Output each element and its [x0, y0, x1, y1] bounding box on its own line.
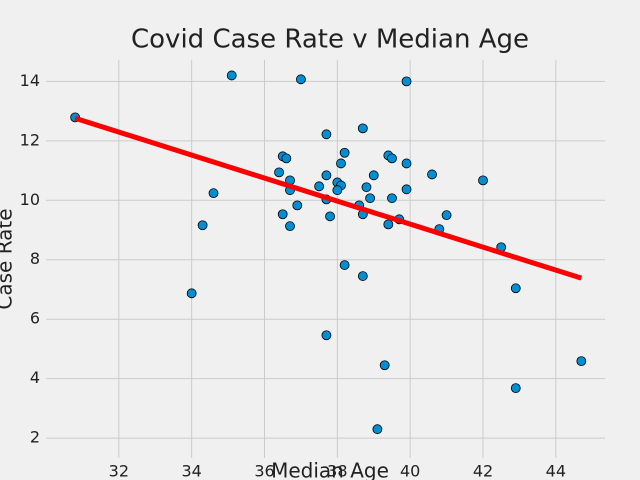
- point: [357, 271, 368, 281]
- point: [372, 424, 383, 435]
- y-tick-label: 6: [30, 309, 40, 328]
- point: [321, 129, 332, 140]
- point: [478, 175, 488, 186]
- point: [379, 360, 390, 371]
- point: [401, 158, 412, 169]
- point: [576, 356, 587, 367]
- y-axis-label: Case Rate: [0, 208, 17, 309]
- x-tick-label: 32: [109, 462, 129, 480]
- point: [281, 153, 292, 164]
- x-tick-label: 34: [181, 462, 201, 480]
- point: [325, 211, 335, 222]
- x-tick-label: 44: [546, 462, 566, 480]
- x-tick-label: 40: [400, 462, 420, 480]
- point: [274, 167, 284, 178]
- point: [510, 283, 521, 294]
- point: [285, 221, 295, 232]
- point: [510, 383, 521, 394]
- x-tick-label: 42: [473, 462, 493, 480]
- point: [401, 184, 412, 195]
- point: [314, 181, 325, 192]
- point: [332, 185, 343, 196]
- x-tick-label: 38: [327, 462, 347, 480]
- point: [383, 219, 394, 230]
- y-tick-label: 2: [30, 428, 40, 447]
- point: [321, 170, 332, 181]
- y-tick-label: 4: [30, 368, 40, 387]
- point: [368, 170, 379, 181]
- x-axis-label: Median Age: [271, 459, 389, 480]
- y-tick-label: 10: [20, 190, 40, 209]
- point: [401, 76, 412, 87]
- point: [321, 330, 332, 341]
- point: [339, 260, 350, 270]
- point: [427, 169, 437, 180]
- point: [336, 158, 346, 169]
- point: [361, 182, 372, 193]
- point: [292, 200, 303, 211]
- point: [186, 288, 197, 299]
- point: [441, 210, 452, 221]
- y-tick-label: 8: [30, 249, 40, 268]
- point: [197, 220, 208, 231]
- y-tick-label: 12: [20, 130, 40, 149]
- trend-line: [74, 115, 583, 281]
- point: [357, 123, 368, 134]
- chart-title: Covid Case Rate v Median Age: [131, 25, 529, 55]
- point: [208, 188, 219, 199]
- point: [387, 153, 397, 164]
- y-tick-label: 14: [20, 71, 40, 90]
- x-tick-label: 36: [254, 462, 274, 480]
- point: [226, 70, 237, 81]
- point: [339, 147, 350, 158]
- point: [365, 193, 376, 204]
- point: [387, 193, 397, 204]
- point: [296, 74, 306, 85]
- point: [277, 209, 288, 220]
